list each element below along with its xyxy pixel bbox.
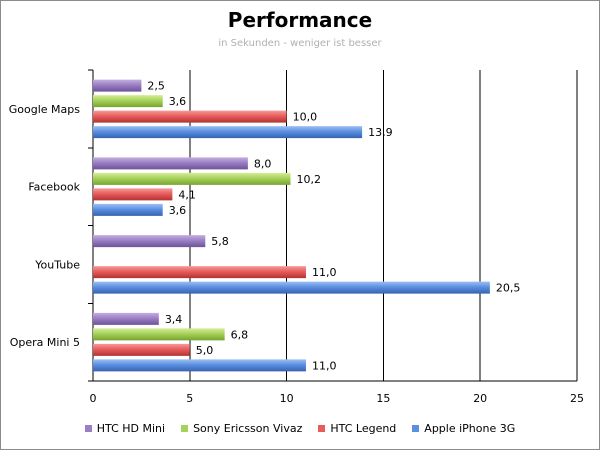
bar	[93, 172, 291, 185]
legend-item: HTC HD Mini	[84, 422, 166, 435]
data-label: 20,5	[496, 282, 521, 295]
category-label: YouTube	[34, 258, 80, 271]
chart-title: Performance	[227, 8, 373, 32]
x-tick-label: 25	[570, 392, 584, 405]
bar	[93, 343, 190, 356]
category-label: Google Maps	[9, 103, 81, 116]
bar	[93, 203, 163, 216]
data-label: 2,5	[147, 80, 165, 93]
x-tick-label: 10	[280, 392, 294, 405]
bar	[93, 235, 206, 248]
data-label: 5,0	[196, 344, 214, 357]
legend-swatch	[412, 425, 420, 432]
bar	[93, 328, 225, 341]
bar	[93, 266, 306, 279]
data-label: 3,6	[169, 204, 187, 217]
bar	[93, 95, 163, 108]
data-label: 13,9	[368, 126, 393, 139]
labels-layer: 0 5 10 15 20 25 Google Maps 2,5 3,6 10,0 13,9 Faceb…	[9, 80, 584, 405]
bar	[93, 79, 142, 92]
bar	[93, 157, 248, 170]
legend: HTC HD Mini Sony Ericsson Vivaz HTC Legend…	[0, 422, 600, 435]
bar	[93, 188, 173, 201]
bar	[93, 281, 490, 294]
x-tick-label: 20	[473, 392, 487, 405]
bar	[93, 359, 306, 372]
x-tick-label: 5	[186, 392, 193, 405]
legend-label: Apple iPhone 3G	[424, 422, 516, 435]
legend-item: Sony Ericsson Vivaz	[181, 422, 302, 435]
x-tick-label: 0	[90, 392, 97, 405]
bar	[93, 312, 159, 325]
legend-swatch	[181, 425, 189, 432]
legend-label: HTC HD Mini	[96, 422, 166, 435]
data-label: 11,0	[312, 266, 337, 279]
legend-swatch	[84, 425, 92, 432]
data-label: 3,6	[169, 95, 187, 108]
legend-item: Apple iPhone 3G	[412, 422, 515, 435]
data-label: 6,8	[231, 328, 249, 341]
data-label: 10,0	[293, 111, 318, 124]
data-label: 8,0	[254, 157, 272, 170]
category-label: Opera Mini 5	[10, 336, 80, 349]
legend-swatch	[318, 425, 326, 432]
bars-layer	[93, 79, 490, 372]
data-label: 4,1	[178, 188, 196, 201]
chart-subtitle: in Sekunden - weniger ist besser	[218, 38, 382, 49]
legend-item: HTC Legend	[318, 422, 396, 435]
data-label: 10,2	[296, 173, 321, 186]
legend-label: HTC Legend	[330, 422, 397, 435]
bar	[93, 126, 363, 139]
category-label: Facebook	[28, 181, 80, 194]
legend-label: Sony Ericsson Vivaz	[193, 422, 303, 435]
data-label: 5,8	[211, 235, 229, 248]
bar	[93, 110, 287, 123]
x-tick-label: 15	[376, 392, 390, 405]
data-label: 11,0	[312, 359, 337, 372]
data-label: 3,4	[165, 313, 183, 326]
